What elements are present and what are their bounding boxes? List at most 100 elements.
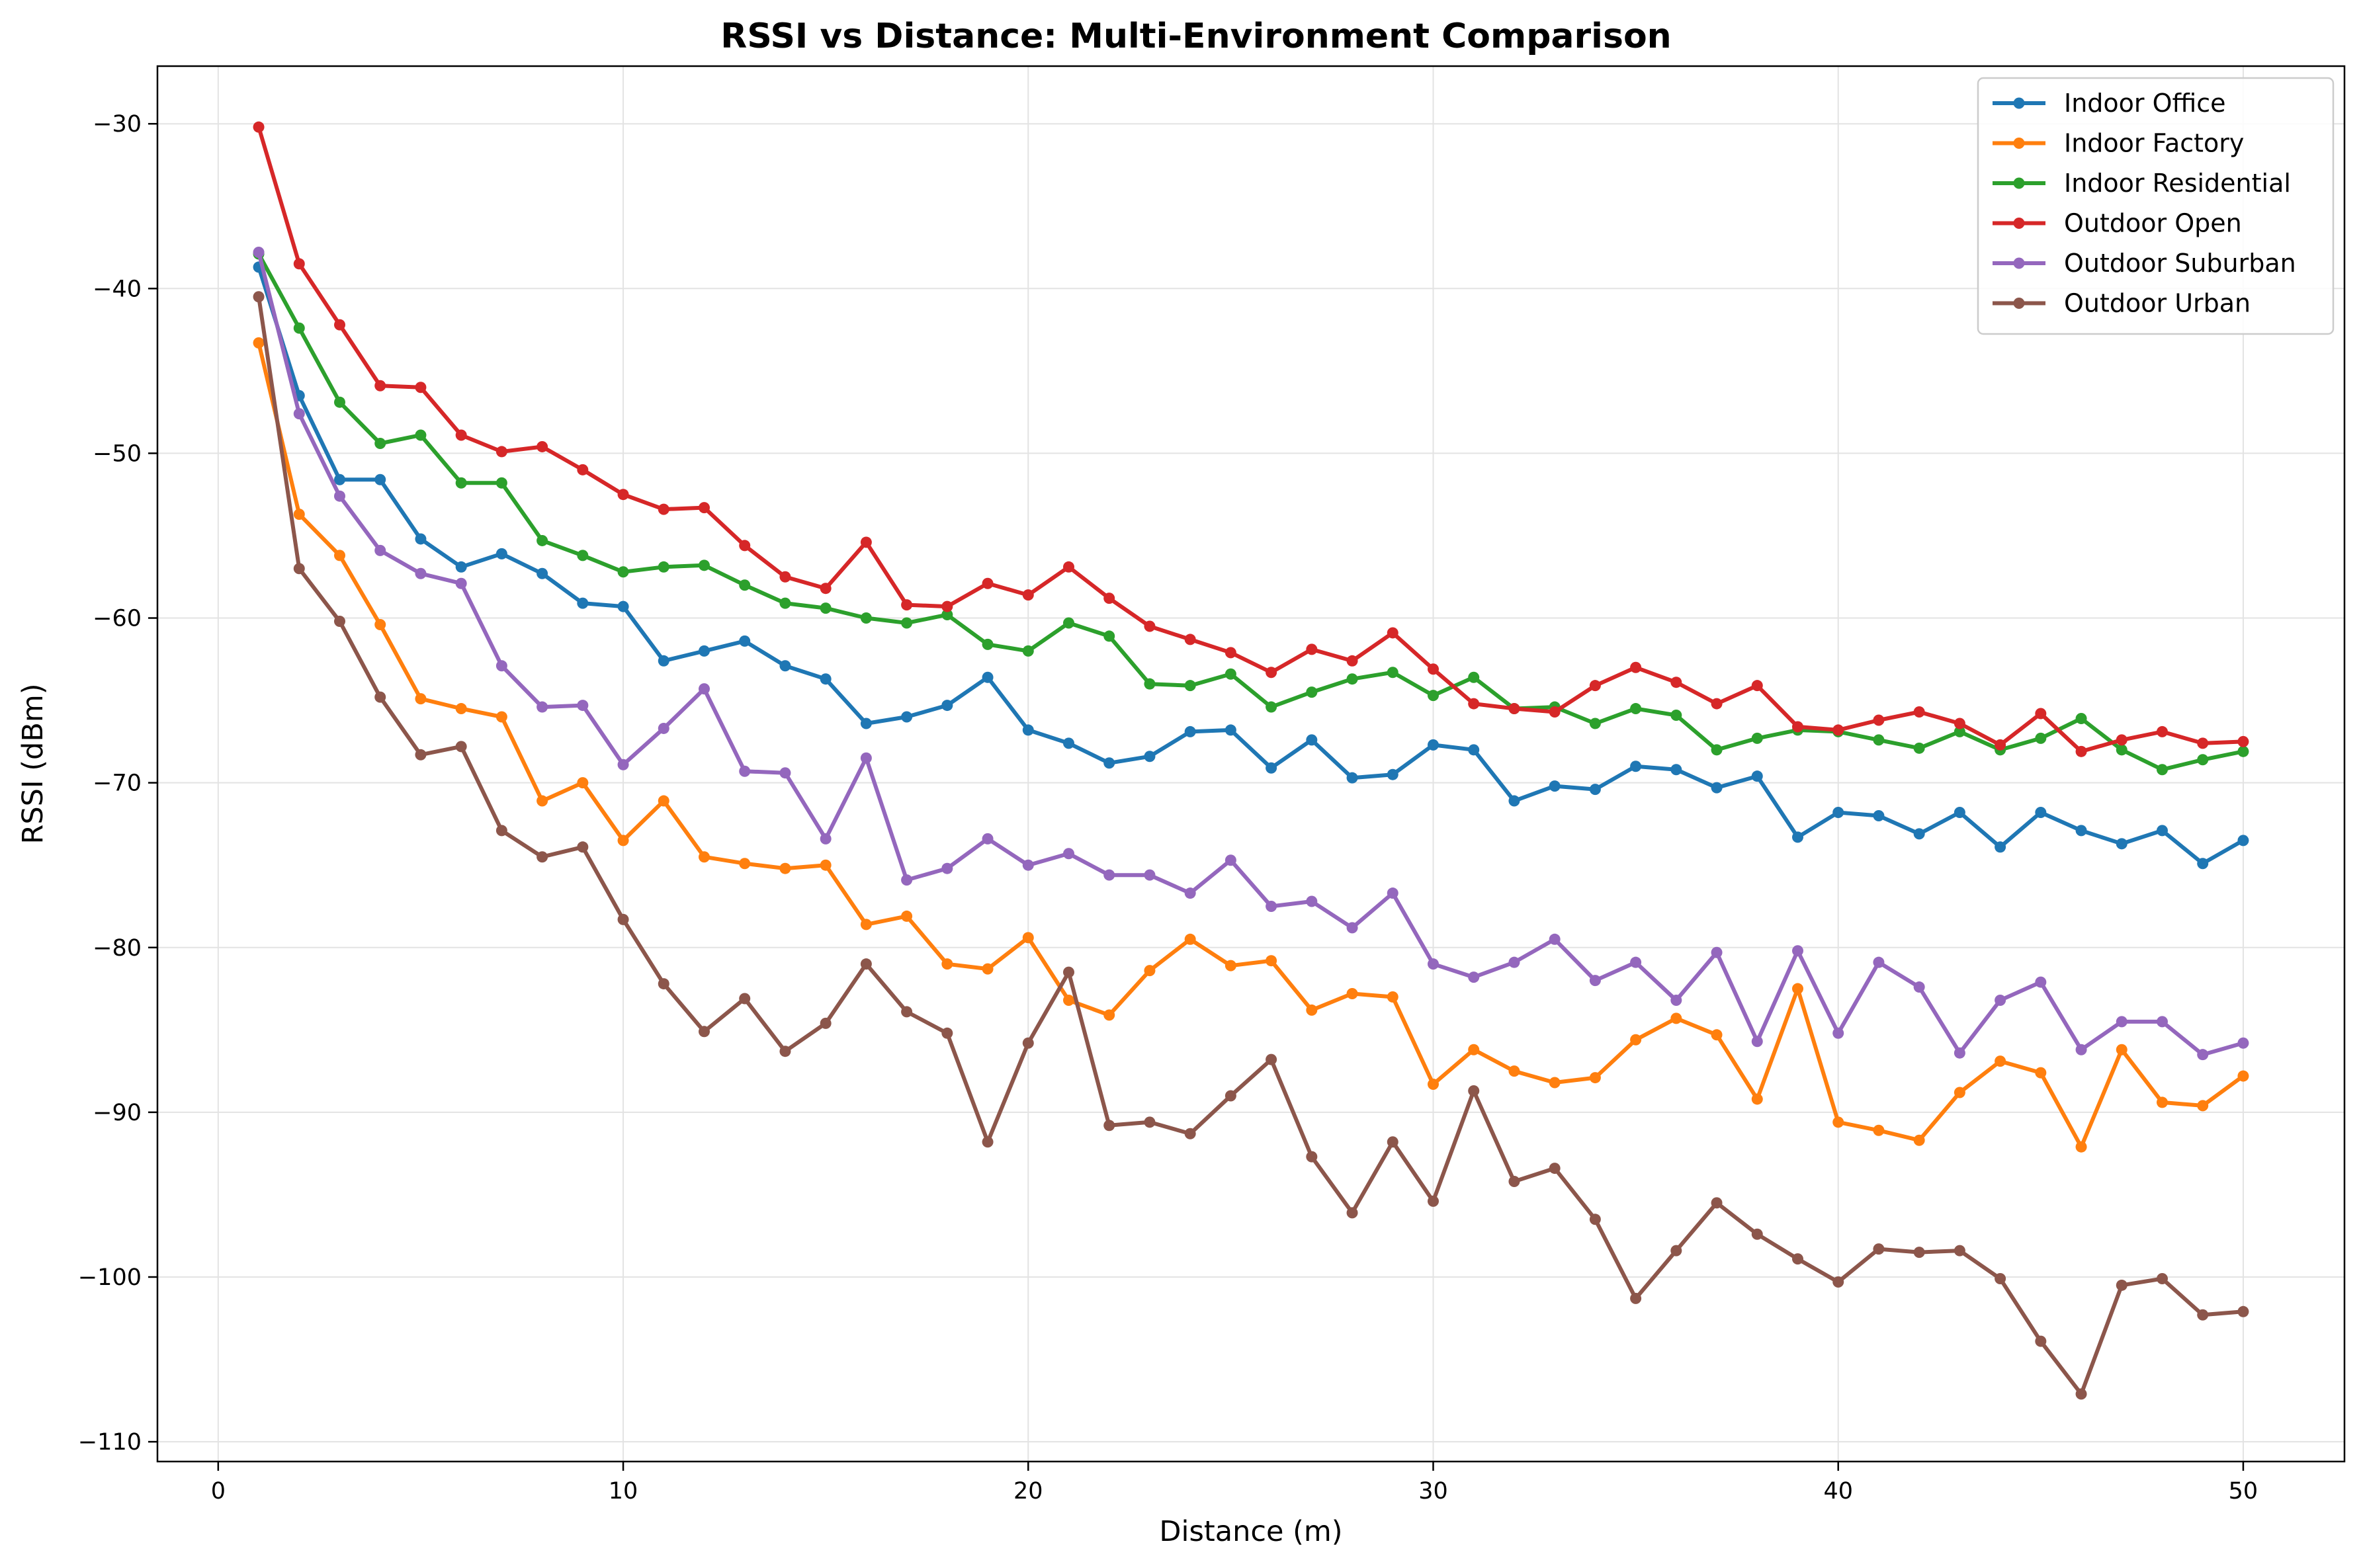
data-point-outdoor-open [699,502,710,514]
data-point-outdoor-open [495,446,507,458]
data-point-indoor-office [2197,858,2209,870]
data-point-outdoor-urban [1387,1136,1398,1148]
series-line-outdoor-urban [257,294,2245,1396]
data-point-outdoor-urban [253,291,265,303]
data-point-indoor-office [1063,737,1074,749]
y-axis-label: RSSI (dBm) [17,683,50,844]
data-point-indoor-factory [1873,1124,1885,1136]
data-point-indoor-office [1751,770,1763,782]
data-point-outdoor-suburban [293,408,305,420]
data-point-outdoor-urban [1995,1272,2006,1284]
data-point-indoor-factory [455,703,467,715]
data-point-indoor-factory [1468,1044,1480,1055]
data-point-indoor-factory [1751,1093,1763,1105]
data-point-outdoor-open [1954,718,1965,729]
data-point-outdoor-open [1428,663,1439,675]
data-point-indoor-factory [1063,994,1074,1006]
data-point-indoor-office [1224,724,1236,736]
data-point-outdoor-urban [1670,1245,1682,1257]
data-point-indoor-office [2075,825,2087,837]
data-point-outdoor-urban [1306,1151,1318,1163]
data-point-indoor-factory [2035,1067,2047,1079]
data-point-indoor-factory [699,851,710,863]
data-point-outdoor-open [1995,739,2006,751]
data-point-indoor-office [699,645,710,657]
data-point-outdoor-suburban [1022,859,1034,871]
data-point-indoor-factory [2075,1141,2087,1153]
data-point-outdoor-suburban [1063,848,1074,860]
data-point-outdoor-suburban [1144,869,1156,881]
data-point-outdoor-open [1063,561,1074,573]
data-point-outdoor-open [941,600,953,612]
data-point-outdoor-urban [1468,1085,1480,1096]
data-point-indoor-residential [1063,617,1074,629]
data-point-indoor-office [1266,762,1277,774]
x-tick-label: 50 [2229,1478,2258,1505]
data-point-outdoor-open [1266,667,1277,679]
data-point-indoor-office [537,567,548,579]
plot-series [253,121,2249,1400]
data-point-indoor-office [1103,757,1115,769]
data-point-outdoor-urban [1549,1163,1561,1175]
data-point-indoor-residential [1346,673,1358,685]
data-point-indoor-residential [1266,701,1277,713]
data-point-indoor-factory [1184,933,1196,945]
data-point-outdoor-suburban [860,752,872,764]
data-point-outdoor-suburban [739,765,751,777]
data-point-indoor-office [779,660,791,672]
data-point-outdoor-suburban [1184,887,1196,899]
data-point-outdoor-urban [1913,1247,1925,1259]
data-point-indoor-office [495,548,507,559]
data-point-outdoor-suburban [1508,956,1520,968]
data-point-outdoor-urban [941,1027,953,1039]
data-point-indoor-residential [374,437,386,449]
data-point-outdoor-open [2237,735,2249,747]
data-point-indoor-residential [1468,671,1480,683]
data-point-outdoor-urban [1589,1214,1601,1225]
data-point-outdoor-suburban [2197,1049,2209,1061]
data-point-indoor-factory [658,795,669,807]
data-point-indoor-factory [779,862,791,874]
data-point-indoor-residential [901,617,913,629]
data-point-outdoor-open [293,258,305,270]
data-point-outdoor-suburban [1832,1027,1844,1039]
data-point-indoor-residential [2197,754,2209,766]
data-point-indoor-factory [617,835,629,846]
y-tick-label: −90 [93,1100,142,1126]
data-point-indoor-factory [374,618,386,630]
data-point-indoor-office [1630,761,1642,772]
data-point-outdoor-open [2116,734,2127,746]
legend-swatch-marker [2013,177,2025,189]
data-point-outdoor-suburban [901,874,913,886]
data-point-indoor-factory [1630,1034,1642,1046]
data-point-indoor-factory [2237,1070,2249,1082]
data-point-indoor-office [1873,809,1885,821]
data-point-indoor-office [1913,828,1925,840]
data-point-indoor-office [1792,831,1803,843]
data-point-outdoor-suburban [2116,1016,2127,1028]
data-point-outdoor-open [1630,661,1642,673]
data-point-indoor-office [1184,725,1196,737]
data-point-indoor-residential [577,550,589,561]
data-point-outdoor-open [1792,721,1803,733]
data-point-indoor-residential [334,396,345,408]
data-point-outdoor-urban [739,993,751,1005]
data-point-indoor-factory [1266,955,1277,967]
data-point-outdoor-urban [1022,1037,1034,1049]
data-point-indoor-residential [2116,744,2127,756]
data-point-outdoor-open [1751,680,1763,692]
data-point-outdoor-urban [1508,1176,1520,1188]
data-point-indoor-office [1346,772,1358,784]
data-point-indoor-factory [1224,960,1236,971]
data-point-outdoor-suburban [1792,945,1803,957]
data-point-outdoor-suburban [2157,1016,2168,1028]
x-tick-label: 40 [1823,1478,1853,1505]
data-point-indoor-office [1387,768,1398,780]
x-tick-label: 30 [1418,1478,1448,1505]
data-point-outdoor-urban [1711,1197,1723,1209]
data-point-outdoor-urban [1266,1053,1277,1065]
data-point-indoor-office [577,597,589,609]
data-point-outdoor-urban [2237,1305,2249,1317]
data-point-indoor-factory [1428,1079,1439,1091]
data-point-indoor-residential [1630,703,1642,715]
